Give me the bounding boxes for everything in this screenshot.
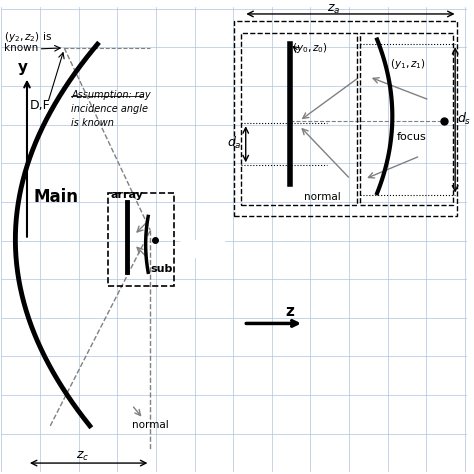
- Bar: [360, 33, 453, 205]
- Text: $z_a$: $z_a$: [327, 3, 340, 16]
- Bar: [234, 21, 457, 217]
- Text: focus: focus: [397, 132, 427, 142]
- Text: is known: is known: [71, 118, 114, 128]
- Text: sub: sub: [150, 264, 173, 274]
- Text: normal: normal: [304, 192, 341, 202]
- Text: incidence angle: incidence angle: [71, 104, 148, 114]
- Text: y: y: [18, 60, 27, 75]
- Text: $(y_1,z_1)$: $(y_1,z_1)$: [390, 57, 426, 72]
- FancyArrowPatch shape: [181, 235, 231, 263]
- Text: $(y_2,z_2)$ is: $(y_2,z_2)$ is: [4, 29, 52, 44]
- Text: z: z: [285, 304, 294, 319]
- Text: normal: normal: [132, 420, 168, 430]
- Bar: [241, 33, 357, 205]
- Text: D,F: D,F: [29, 100, 50, 112]
- Text: $d_a$: $d_a$: [227, 135, 242, 151]
- Text: Main: Main: [34, 189, 79, 207]
- Text: array: array: [111, 190, 144, 200]
- Text: $(y_0,z_0)$: $(y_0,z_0)$: [292, 41, 328, 55]
- Text: known: known: [4, 43, 38, 53]
- Text: $d_s$: $d_s$: [457, 111, 472, 128]
- Bar: [109, 193, 173, 286]
- Text: $z_c$: $z_c$: [76, 450, 89, 464]
- Text: Assumption: ray: Assumption: ray: [71, 90, 151, 100]
